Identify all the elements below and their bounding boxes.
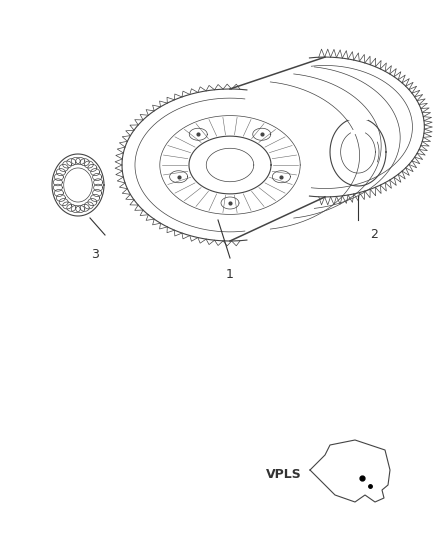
- Text: 2: 2: [370, 228, 378, 241]
- Text: 3: 3: [91, 248, 99, 261]
- Text: VPLS: VPLS: [266, 469, 302, 481]
- Text: 1: 1: [226, 268, 234, 281]
